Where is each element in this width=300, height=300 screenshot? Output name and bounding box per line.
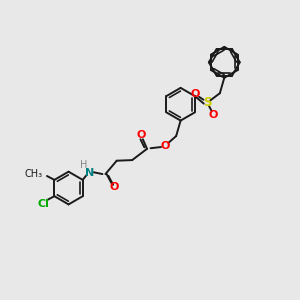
Text: S: S bbox=[203, 96, 212, 109]
Text: H: H bbox=[80, 160, 87, 170]
Text: O: O bbox=[191, 89, 200, 99]
Text: O: O bbox=[109, 182, 119, 192]
Text: Cl: Cl bbox=[38, 199, 49, 209]
Text: CH₃: CH₃ bbox=[24, 169, 43, 179]
Text: N: N bbox=[85, 168, 94, 178]
Text: O: O bbox=[208, 110, 218, 120]
Text: O: O bbox=[160, 141, 170, 152]
Text: O: O bbox=[137, 130, 146, 140]
